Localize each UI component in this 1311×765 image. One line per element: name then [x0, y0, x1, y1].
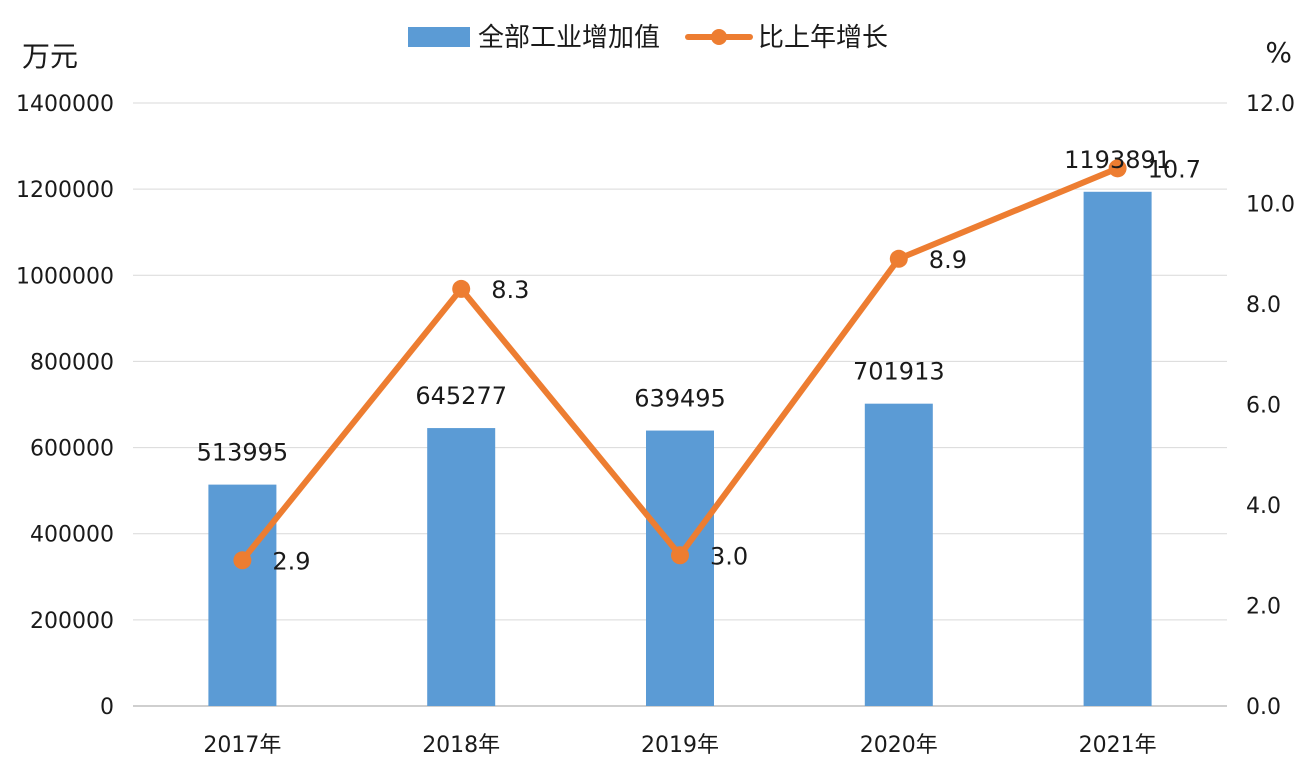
gridlines: [133, 102, 1227, 707]
bar: [208, 484, 277, 706]
line-point: [889, 249, 908, 268]
line-value-label: 8.3: [491, 276, 529, 304]
left-tick-label: 600000: [30, 437, 114, 462]
line-value-label: 2.9: [272, 547, 310, 575]
right-tick-label: 8.0: [1246, 293, 1281, 318]
right-tick-label: 12.0: [1246, 92, 1295, 117]
data-labels: 513995 645277 639495 701913 1193891 2.9 8.3 3.0…: [197, 146, 1201, 576]
left-tick-label: 400000: [30, 523, 114, 548]
line-value-label: 8.9: [929, 246, 967, 274]
bar-value-label: 639495: [634, 385, 726, 413]
line-point: [452, 279, 471, 298]
legend-bar-label: 全部工业增加值: [478, 23, 660, 53]
right-tick-label: 0.0: [1246, 695, 1281, 720]
bar-value-label: 1193891: [1064, 146, 1171, 174]
legend: 全部工业增加值 比上年增长: [408, 23, 888, 53]
bar-value-label: 513995: [197, 439, 289, 467]
line-series: [233, 159, 1127, 570]
category-label: 2021年: [1079, 733, 1157, 758]
bar-value-label: 645277: [415, 382, 507, 410]
bar: [646, 430, 714, 706]
legend-line-marker: [711, 29, 727, 45]
right-tick-label: 10.0: [1246, 193, 1295, 218]
right-tick-label: 6.0: [1246, 394, 1281, 419]
right-tick-label: 4.0: [1246, 494, 1281, 519]
left-tick-label: 1000000: [16, 264, 114, 289]
line-point: [233, 551, 252, 570]
left-tick-label: 1200000: [16, 178, 114, 203]
left-tick-label: 1400000: [16, 92, 114, 117]
line-value-label: 10.7: [1148, 155, 1201, 183]
bar-value-label: 701913: [853, 358, 945, 386]
bar-series: [208, 191, 1152, 706]
right-tick-label: 2.0: [1246, 595, 1281, 620]
left-axis-unit: 万元: [22, 40, 78, 73]
category-label: 2019年: [641, 733, 719, 758]
line-point: [1108, 159, 1127, 178]
left-tick-label: 800000: [30, 350, 114, 375]
right-axis-unit: %: [1265, 36, 1292, 69]
left-tick-label: 200000: [30, 609, 114, 634]
legend-line-label: 比上年增长: [758, 23, 888, 53]
bar: [1083, 191, 1152, 706]
axes: 0 200000 400000 600000 800000 1000000 1200000 1…: [16, 92, 1295, 758]
bar: [427, 428, 496, 706]
line-point: [671, 546, 689, 565]
category-label: 2017年: [203, 733, 281, 758]
line-value-label: 3.0: [710, 542, 748, 570]
category-label: 2018年: [422, 733, 500, 758]
left-tick-label: 0: [100, 695, 114, 720]
legend-bar-swatch: [408, 27, 470, 47]
bar: [864, 403, 933, 706]
category-label: 2020年: [860, 733, 938, 758]
